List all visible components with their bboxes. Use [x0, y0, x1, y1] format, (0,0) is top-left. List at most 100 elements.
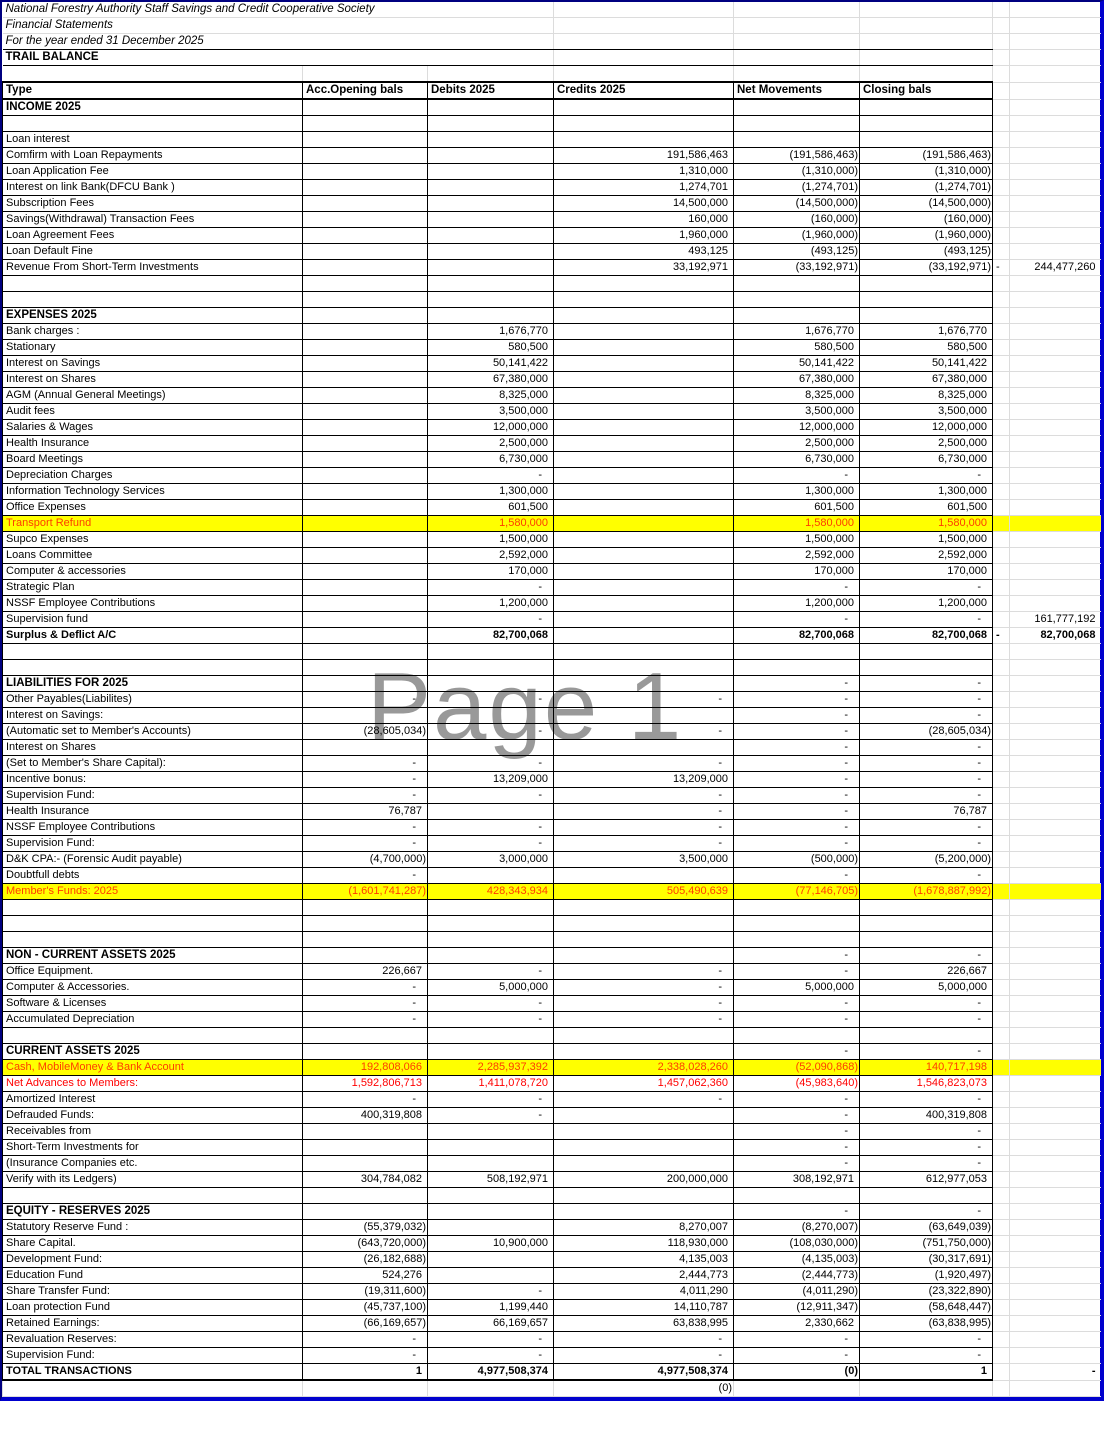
cell-net-movements[interactable]: -: [733, 771, 860, 788]
cell-net-movements[interactable]: [733, 643, 860, 660]
cell-debits[interactable]: [427, 1027, 554, 1044]
cell-credits[interactable]: [553, 291, 734, 308]
cell-type[interactable]: Share Transfer Fund:: [2, 1283, 303, 1300]
empty-cell[interactable]: [992, 65, 1010, 83]
cell-extra-value[interactable]: [1009, 707, 1101, 724]
cell-extra-dash[interactable]: [992, 563, 1010, 580]
cell-extra-value[interactable]: [1009, 435, 1101, 452]
cell-debits[interactable]: 8,325,000: [427, 387, 554, 404]
empty-cell[interactable]: [859, 65, 993, 83]
cell-credits[interactable]: [553, 131, 734, 148]
cell-closing-bals[interactable]: [859, 1379, 993, 1397]
cell-type[interactable]: Development Fund:: [2, 1251, 303, 1268]
cell-closing-bals[interactable]: -: [859, 819, 993, 836]
cell-net-movements[interactable]: -: [733, 1139, 860, 1156]
cell-debits[interactable]: -: [427, 1347, 554, 1364]
cell-credits[interactable]: [553, 947, 734, 964]
cell-extra-value[interactable]: [1009, 595, 1101, 612]
cell-extra-dash[interactable]: [992, 531, 1010, 548]
cell-debits[interactable]: [427, 275, 554, 292]
cell-debits[interactable]: -: [427, 819, 554, 836]
cell-net-movements[interactable]: (4,011,290): [733, 1283, 860, 1300]
cell-credits[interactable]: [553, 707, 734, 724]
empty-cell[interactable]: [859, 33, 993, 50]
cell-debits[interactable]: 170,000: [427, 563, 554, 580]
cell-opening-bals[interactable]: [302, 643, 428, 660]
cell-closing-bals[interactable]: -: [859, 755, 993, 772]
cell-extra-value[interactable]: [1009, 1107, 1101, 1124]
cell-credits[interactable]: [553, 355, 734, 372]
cell-type[interactable]: [2, 291, 303, 308]
cell-extra-dash[interactable]: [992, 403, 1010, 420]
cell-opening-bals[interactable]: [302, 98, 428, 116]
cell-net-movements[interactable]: (8,270,007): [733, 1219, 860, 1236]
company-title-cell[interactable]: National Forestry Authority Staff Saving…: [2, 2, 554, 18]
cell-credits[interactable]: [553, 371, 734, 388]
cell-debits[interactable]: [427, 899, 554, 916]
cell-extra-dash[interactable]: [992, 835, 1010, 852]
cell-credits[interactable]: [553, 915, 734, 932]
cell-opening-bals[interactable]: [302, 627, 428, 644]
cell-extra-dash[interactable]: [992, 115, 1010, 132]
cell-extra-dash[interactable]: [992, 1267, 1010, 1284]
cell-net-movements[interactable]: -: [733, 755, 860, 772]
cell-opening-bals[interactable]: [302, 707, 428, 724]
cell-credits[interactable]: -: [553, 995, 734, 1012]
cell-extra-value[interactable]: [1009, 931, 1101, 948]
cell-debits[interactable]: 13,209,000: [427, 771, 554, 788]
cell-credits[interactable]: [553, 499, 734, 516]
cell-extra-value[interactable]: [1009, 1075, 1101, 1092]
cell-extra-dash[interactable]: [992, 979, 1010, 996]
cell-closing-bals[interactable]: [859, 307, 993, 324]
cell-extra-value[interactable]: [1009, 1315, 1101, 1332]
cell-extra-dash[interactable]: [992, 1011, 1010, 1028]
cell-opening-bals[interactable]: [302, 531, 428, 548]
cell-closing-bals[interactable]: -: [859, 1331, 993, 1348]
cell-extra-dash[interactable]: [992, 611, 1010, 628]
cell-extra-dash[interactable]: [992, 755, 1010, 772]
cell-net-movements[interactable]: -: [733, 1331, 860, 1348]
cell-debits[interactable]: -: [427, 1331, 554, 1348]
cell-closing-bals[interactable]: [859, 275, 993, 292]
cell-extra-dash[interactable]: [992, 1331, 1010, 1348]
cell-net-movements[interactable]: [733, 1027, 860, 1044]
cell-opening-bals[interactable]: 226,667: [302, 963, 428, 980]
cell-closing-bals[interactable]: -: [859, 579, 993, 596]
cell-type[interactable]: Accumulated Depreciation: [2, 1011, 303, 1028]
cell-opening-bals[interactable]: -: [302, 835, 428, 852]
cell-extra-dash[interactable]: [992, 899, 1010, 916]
cell-net-movements[interactable]: -: [733, 691, 860, 708]
cell-extra-dash[interactable]: [992, 99, 1010, 116]
cell-extra-dash[interactable]: [992, 643, 1010, 660]
cell-debits[interactable]: 50,141,422: [427, 355, 554, 372]
cell-type[interactable]: Revenue From Short-Term Investments: [2, 259, 303, 276]
cell-credits[interactable]: [553, 115, 734, 132]
cell-debits[interactable]: 2,285,937,392: [427, 1059, 554, 1076]
cell-closing-bals[interactable]: 3,500,000: [859, 403, 993, 420]
cell-credits[interactable]: 14,500,000: [553, 195, 734, 212]
cell-opening-bals[interactable]: [302, 579, 428, 596]
cell-closing-bals[interactable]: (1,920,497): [859, 1267, 993, 1284]
cell-closing-bals[interactable]: (5,200,000): [859, 851, 993, 868]
cell-extra-dash[interactable]: [992, 931, 1010, 948]
cell-extra-dash[interactable]: [992, 515, 1010, 532]
cell-credits[interactable]: [553, 98, 734, 116]
cell-extra-value[interactable]: [1009, 643, 1101, 660]
cell-type[interactable]: Stationary: [2, 339, 303, 356]
cell-credits[interactable]: 160,000: [553, 211, 734, 228]
cell-debits[interactable]: [427, 147, 554, 164]
cell-type[interactable]: Interest on Savings:: [2, 707, 303, 724]
cell-credits[interactable]: (0): [553, 1379, 734, 1397]
cell-type[interactable]: Savings(Withdrawal) Transaction Fees: [2, 211, 303, 228]
cell-credits[interactable]: [553, 627, 734, 644]
cell-credits[interactable]: [553, 403, 734, 420]
cell-extra-value[interactable]: [1009, 739, 1101, 756]
cell-extra-dash[interactable]: [992, 1123, 1010, 1140]
cell-extra-value[interactable]: [1009, 99, 1101, 116]
cell-extra-value[interactable]: [1009, 979, 1101, 996]
cell-opening-bals[interactable]: (26,182,688): [302, 1251, 428, 1268]
cell-opening-bals[interactable]: -: [302, 995, 428, 1012]
cell-extra-value[interactable]: [1009, 1027, 1101, 1044]
cell-type[interactable]: Salaries & Wages: [2, 419, 303, 436]
cell-extra-dash[interactable]: [992, 1059, 1010, 1076]
